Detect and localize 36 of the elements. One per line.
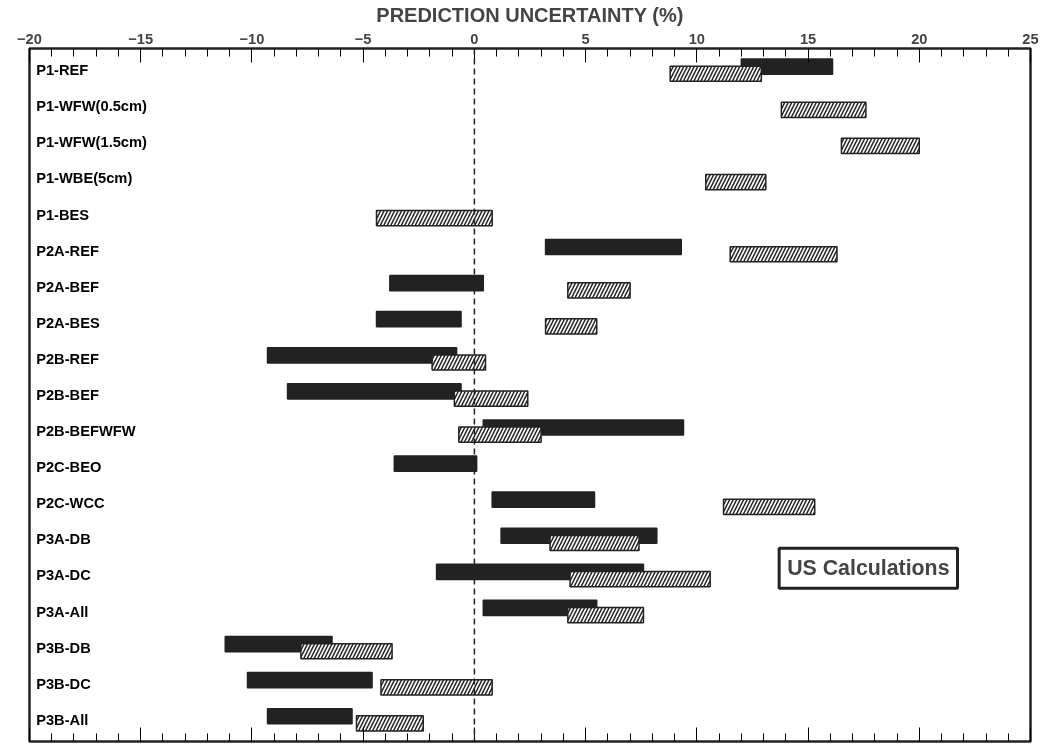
y-tick-label: P1-WFW(0.5cm) bbox=[36, 98, 148, 115]
x-tick-label: −20 bbox=[17, 30, 42, 47]
y-tick-label: P1-BES bbox=[36, 206, 90, 223]
bar bbox=[544, 238, 683, 256]
y-tick-label: P1-WBE(5cm) bbox=[36, 170, 133, 187]
y-tick-label: P3A-DB bbox=[36, 531, 91, 548]
y-tick-label: P3A-DC bbox=[36, 567, 92, 584]
y-tick-label: P2B-BEFWFW bbox=[36, 423, 136, 440]
y-tick-label: P2A-REF bbox=[36, 242, 99, 259]
y-tick-label: P2B-REF bbox=[36, 350, 99, 367]
y-tick-label: P2C-BEO bbox=[36, 459, 102, 476]
bar bbox=[246, 671, 373, 689]
x-tick-label: −5 bbox=[354, 30, 372, 47]
y-tick-label: P1-WFW(1.5cm) bbox=[36, 134, 148, 151]
x-tick-label: −15 bbox=[128, 30, 154, 47]
y-tick-label: P2C-WCC bbox=[36, 495, 105, 512]
x-tick-label: −10 bbox=[239, 30, 265, 47]
x-axis-title: PREDICTION UNCERTAINTY (%) bbox=[376, 3, 684, 26]
y-tick-label: P2A-BEF bbox=[36, 278, 99, 295]
x-tick-label: 5 bbox=[581, 30, 590, 47]
bar bbox=[266, 707, 353, 725]
y-tick-label: P2B-BEF bbox=[36, 387, 99, 403]
x-tick-label: 10 bbox=[688, 30, 705, 47]
x-tick-label: 25 bbox=[1022, 30, 1039, 47]
x-tick-label: 20 bbox=[911, 30, 928, 47]
bar bbox=[375, 310, 462, 328]
y-tick-label: P3B-DB bbox=[36, 639, 91, 656]
x-tick-label: 15 bbox=[799, 30, 817, 47]
y-tick-label: P3B-All bbox=[36, 711, 89, 728]
y-tick-label: P2A-BES bbox=[36, 314, 100, 331]
y-tick-label: P3B-DC bbox=[36, 675, 92, 692]
x-tick-label: 0 bbox=[470, 30, 479, 47]
bar bbox=[491, 491, 596, 508]
y-tick-label: P3A-All bbox=[36, 603, 89, 620]
annotation: US Calculations bbox=[787, 556, 950, 581]
y-tick-label: P1-REF bbox=[36, 62, 89, 79]
